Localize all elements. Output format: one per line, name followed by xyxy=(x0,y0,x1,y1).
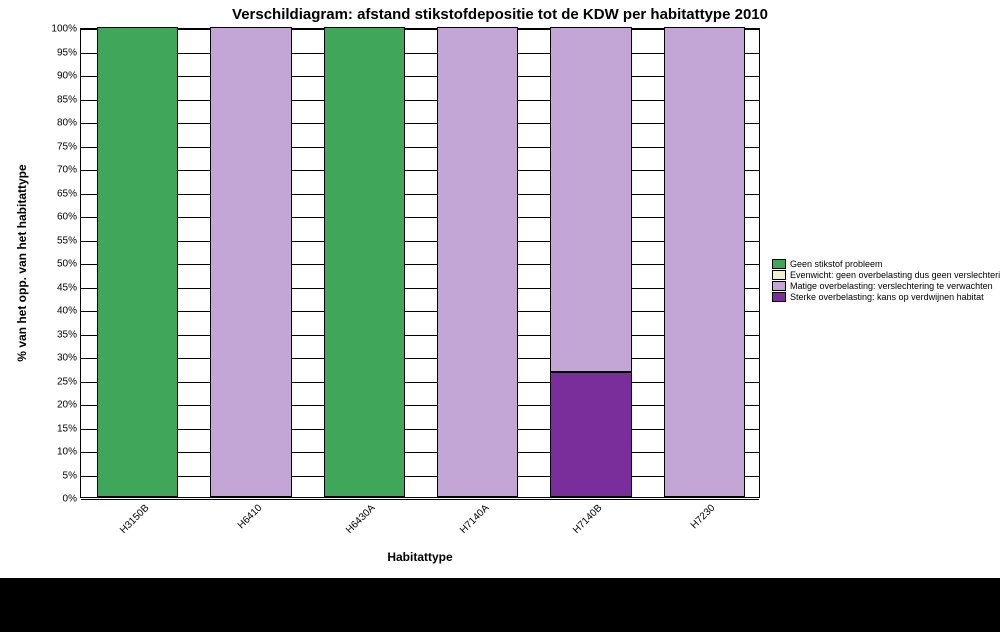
y-tick-label: 60% xyxy=(57,212,81,223)
plot-area: 0%5%10%15%20%25%30%35%40%45%50%55%60%65%… xyxy=(80,28,760,498)
bar-segment-matig xyxy=(664,27,746,497)
bar-segment-sterk xyxy=(550,372,632,497)
y-tick-label: 0% xyxy=(63,494,81,505)
footer-black-strip xyxy=(0,578,1000,632)
bar-group xyxy=(437,27,519,497)
bar-segment-matig xyxy=(550,27,632,372)
gridline xyxy=(81,217,759,218)
y-tick-label: 65% xyxy=(57,188,81,199)
gridline xyxy=(81,76,759,77)
bar-group xyxy=(210,27,292,497)
gridline xyxy=(81,476,759,477)
legend-swatch xyxy=(772,270,786,280)
bar-group xyxy=(664,27,746,497)
gridline xyxy=(81,100,759,101)
y-tick-label: 70% xyxy=(57,165,81,176)
legend: Geen stikstof probleemEvenwicht: geen ov… xyxy=(772,258,1000,303)
chart-title: Verschildiagram: afstand stikstofdeposit… xyxy=(0,0,1000,23)
y-tick-label: 35% xyxy=(57,329,81,340)
x-tick-label: H7140A xyxy=(458,503,491,536)
legend-label: Geen stikstof probleem xyxy=(790,259,883,269)
bar-segment-matig xyxy=(437,27,519,497)
y-tick-label: 40% xyxy=(57,306,81,317)
gridline xyxy=(81,335,759,336)
y-tick-label: 85% xyxy=(57,94,81,105)
x-tick-label: H7230 xyxy=(689,503,718,532)
gridline xyxy=(81,311,759,312)
gridline xyxy=(81,147,759,148)
legend-item: Sterke overbelasting: kans op verdwijnen… xyxy=(772,292,1000,302)
y-tick-label: 15% xyxy=(57,423,81,434)
y-tick-label: 25% xyxy=(57,376,81,387)
gridline xyxy=(81,53,759,54)
y-tick-label: 90% xyxy=(57,71,81,82)
gridline xyxy=(81,29,759,30)
gridline xyxy=(81,429,759,430)
x-axis-label: Habitattype xyxy=(387,550,452,564)
x-tick-label: H6410 xyxy=(236,503,265,532)
bar-group xyxy=(324,27,406,497)
bar-segment-geen xyxy=(97,27,179,497)
gridline xyxy=(81,123,759,124)
legend-swatch xyxy=(772,259,786,269)
legend-label: Matige overbelasting: verslechtering te … xyxy=(790,281,993,291)
y-tick-label: 80% xyxy=(57,118,81,129)
gridline xyxy=(81,194,759,195)
x-tick-label: H3150B xyxy=(118,503,151,536)
legend-swatch xyxy=(772,292,786,302)
bar-segment-matig xyxy=(210,27,292,497)
x-tick-label: H7140B xyxy=(571,503,604,536)
y-tick-label: 5% xyxy=(63,470,81,481)
y-tick-label: 50% xyxy=(57,259,81,270)
legend-item: Matige overbelasting: verslechtering te … xyxy=(772,281,1000,291)
x-tick-label: H6430A xyxy=(344,503,377,536)
gridline xyxy=(81,288,759,289)
y-tick-label: 55% xyxy=(57,235,81,246)
y-axis-label: % van het opp. van het habitattype xyxy=(15,164,29,361)
gridline xyxy=(81,405,759,406)
gridline xyxy=(81,499,759,500)
y-tick-label: 30% xyxy=(57,353,81,364)
legend-item: Evenwicht: geen overbelasting dus geen v… xyxy=(772,270,1000,280)
gridline xyxy=(81,241,759,242)
legend-label: Sterke overbelasting: kans op verdwijnen… xyxy=(790,292,984,302)
y-tick-label: 20% xyxy=(57,400,81,411)
y-tick-label: 100% xyxy=(51,24,81,35)
y-tick-label: 45% xyxy=(57,282,81,293)
y-tick-label: 95% xyxy=(57,47,81,58)
gridline xyxy=(81,358,759,359)
legend-swatch xyxy=(772,281,786,291)
y-tick-label: 10% xyxy=(57,447,81,458)
gridline xyxy=(81,382,759,383)
y-tick-label: 75% xyxy=(57,141,81,152)
gridline xyxy=(81,170,759,171)
bar-group xyxy=(550,27,632,497)
gridline xyxy=(81,264,759,265)
gridline xyxy=(81,452,759,453)
bar-segment-geen xyxy=(324,27,406,497)
legend-label: Evenwicht: geen overbelasting dus geen v… xyxy=(790,270,1000,280)
legend-item: Geen stikstof probleem xyxy=(772,259,1000,269)
bar-group xyxy=(97,27,179,497)
